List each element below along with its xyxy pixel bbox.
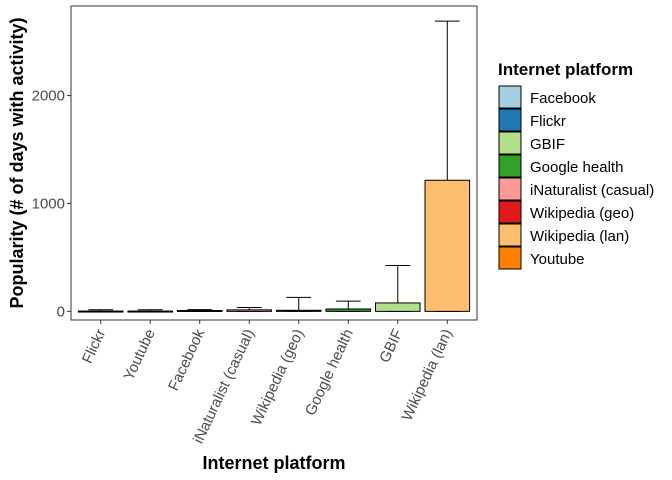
- legend-items: Facebook Flickr GBIF Google health iNaturali…: [498, 85, 654, 270]
- legend-label-inaturalist-casual: iNaturalist (casual): [530, 182, 654, 199]
- x-tick-label-flickr: Flickr: [79, 327, 110, 367]
- bar-gbif: [375, 302, 421, 312]
- bar-wikipedia-lan: [424, 179, 471, 312]
- y-axis: 0 1000 2000: [32, 88, 71, 320]
- y-axis-title: Popularity (# of days with activity): [7, 17, 27, 308]
- legend-swatch-youtube: [498, 246, 522, 270]
- legend-swatch-gbif: [498, 131, 522, 155]
- y-tick-label-2000: 2000: [32, 88, 65, 105]
- legend-swatch-facebook: [498, 85, 522, 109]
- bar-google-health: [325, 308, 372, 312]
- legend-label-youtube: Youtube: [530, 251, 585, 268]
- legend-swatch-wikipedia-lan: [498, 223, 522, 247]
- legend-swatch-wikipedia-geo: [498, 200, 522, 224]
- y-tick-label-0: 0: [57, 303, 65, 320]
- bar-youtube: [127, 310, 173, 313]
- legend-label-gbif: GBIF: [530, 136, 565, 153]
- legend-title: Internet platform: [498, 60, 633, 79]
- x-tick-label-gbif: GBIF: [376, 327, 406, 366]
- y-tick-label-1000: 1000: [32, 195, 65, 212]
- x-tick-label-wikipedia-lan: Wikipedia (lan): [399, 327, 456, 424]
- legend-label-facebook: Facebook: [530, 90, 596, 107]
- legend-swatch-inaturalist-casual: [498, 177, 522, 201]
- x-tick-label-wikipedia-geo: Wikipedia (geo): [248, 327, 307, 429]
- bars: [77, 179, 471, 313]
- x-tick-label-youtube: Youtube: [120, 327, 158, 384]
- legend-swatch-flickr: [498, 108, 522, 132]
- legend-label-wikipedia-lan: Wikipedia (lan): [530, 228, 629, 245]
- bar-facebook: [176, 310, 223, 313]
- plot-area: [70, 5, 478, 321]
- panel-border: [70, 5, 478, 321]
- legend-swatch-google-health: [498, 154, 522, 178]
- legend-label-google-health: Google health: [530, 159, 623, 176]
- bar-wikipedia-geo: [275, 309, 322, 312]
- bar-flickr: [77, 310, 124, 313]
- x-tick-label-facebook: Facebook: [165, 326, 208, 393]
- bar-inaturalist-casual: [226, 309, 273, 312]
- legend: Internet platform Facebook Flickr GBIF Goog…: [498, 60, 654, 270]
- x-axis-title: Internet platform: [202, 453, 345, 473]
- legend-label-flickr: Flickr: [530, 113, 566, 130]
- legend-label-wikipedia-geo: Wikipedia (geo): [530, 205, 634, 222]
- error-bars: [88, 20, 460, 312]
- x-tick-label-google-health: Google health: [302, 327, 357, 419]
